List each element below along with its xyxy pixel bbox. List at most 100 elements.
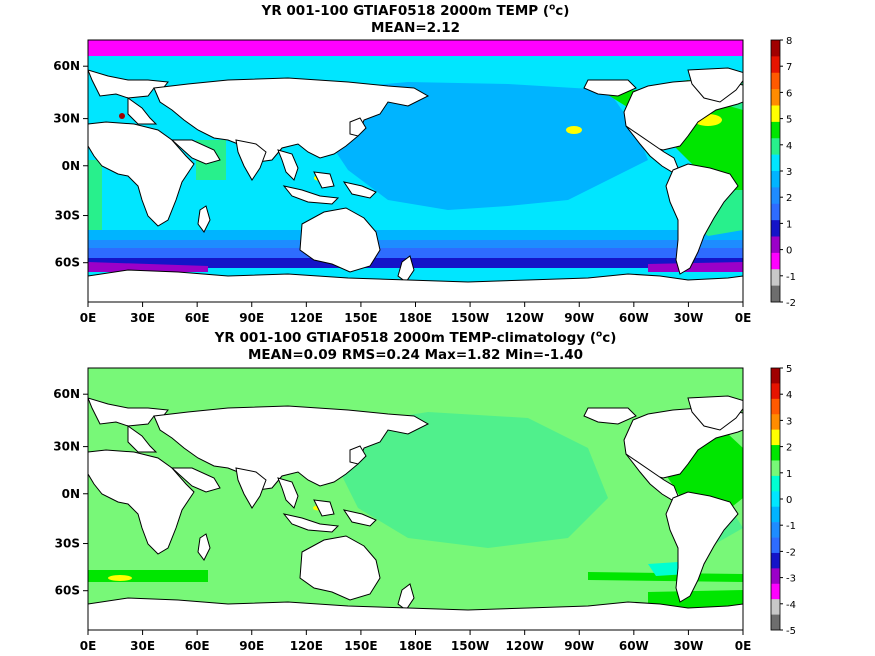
y-tick-label: 60S bbox=[55, 584, 80, 598]
x-tick-label: 120W bbox=[506, 311, 544, 325]
x-tick-label: 30W bbox=[673, 639, 703, 653]
colorbar-segment bbox=[771, 398, 780, 415]
colorbar-segment bbox=[771, 491, 780, 508]
x-tick-label: 180E bbox=[399, 639, 432, 653]
y-tick-label: 60S bbox=[55, 256, 80, 270]
y-tick-label: 30S bbox=[55, 537, 80, 551]
x-tick-label: 60W bbox=[619, 311, 649, 325]
colorbar-segment bbox=[771, 445, 780, 461]
x-tick-label: 30E bbox=[130, 311, 155, 325]
bottom-map-title-text: YR 001-100 GTIAF0518 2000m TEMP-climatol… bbox=[214, 330, 597, 346]
colorbar-segment bbox=[771, 383, 780, 400]
colorbar-label: 3 bbox=[786, 416, 792, 427]
bottom-map-subtitle: MEAN=0.09 RMS=0.24 Max=1.82 Min=-1.40 bbox=[247, 347, 584, 363]
colorbar-segment bbox=[771, 460, 780, 477]
bottom-map-title: YR 001-100 GTIAF0518 2000m TEMP-climatol… bbox=[88, 330, 743, 347]
y-tick-label: 30N bbox=[53, 112, 80, 126]
colorbar-label: 1 bbox=[786, 469, 792, 480]
colorbar-label: 0 bbox=[786, 495, 792, 506]
x-tick-label: 60E bbox=[185, 311, 210, 325]
x-tick-label: 30E bbox=[130, 639, 155, 653]
colorbar-segment bbox=[771, 121, 780, 139]
y-tick-label: 30N bbox=[53, 440, 80, 454]
bottom-map-field bbox=[88, 368, 743, 630]
colorbar-segment bbox=[771, 220, 780, 237]
top-map-title-unit: c) bbox=[555, 3, 570, 19]
colorbar-label: 3 bbox=[786, 167, 792, 178]
colorbars: 8 7 6 5 4 3 2 1 0 -1 -2 5 4 3 2 1 0 -1 -2 -3 -4 -5 bbox=[770, 36, 796, 637]
colorbar-segment bbox=[771, 89, 780, 106]
colorbar-label: 2 bbox=[786, 193, 792, 204]
x-tick-label: 120E bbox=[290, 639, 323, 653]
x-tick-label: 90W bbox=[564, 639, 594, 653]
x-tick-label: 150E bbox=[344, 639, 377, 653]
colorbar-segment bbox=[771, 203, 780, 221]
colorbar-label: 5 bbox=[786, 364, 792, 375]
x-tick-label: 60W bbox=[619, 639, 649, 653]
top-map-title-degree: o bbox=[549, 2, 556, 13]
x-tick-label: 60E bbox=[185, 639, 210, 653]
colorbar-label: -4 bbox=[786, 600, 796, 611]
top-map-title-text: YR 001-100 GTIAF0518 2000m TEMP ( bbox=[261, 3, 550, 19]
colorbar-segment bbox=[771, 252, 780, 270]
bottom-map-title-degree: o bbox=[596, 329, 603, 340]
colorbar-segment bbox=[771, 368, 780, 384]
x-tick-label: 180E bbox=[399, 311, 432, 325]
top-map-field bbox=[88, 40, 743, 302]
colorbar-label: 4 bbox=[786, 141, 792, 152]
x-tick-label: 90E bbox=[239, 311, 264, 325]
top-map bbox=[87, 39, 744, 303]
x-tick-label: 150W bbox=[451, 311, 489, 325]
colorbar-segment bbox=[771, 568, 780, 585]
colorbar-label: 4 bbox=[786, 390, 792, 401]
colorbar-segment bbox=[771, 414, 780, 430]
x-tick-label: 0E bbox=[80, 311, 97, 325]
x-tick-label: 30W bbox=[673, 311, 703, 325]
x-tick-label: 0E bbox=[80, 639, 97, 653]
colorbar-segment bbox=[771, 56, 780, 74]
colorbar-label: -1 bbox=[786, 272, 796, 283]
y-tick-label: 0N bbox=[62, 159, 80, 173]
colorbar-segment bbox=[771, 429, 780, 446]
colorbar-label: 7 bbox=[786, 62, 792, 73]
colorbar-segment bbox=[771, 236, 780, 254]
colorbar-segment bbox=[771, 138, 780, 155]
colorbar-segment bbox=[771, 72, 780, 90]
bottom-map-title-unit: c) bbox=[602, 330, 617, 346]
colorbar-segment bbox=[771, 522, 780, 538]
colorbar-label: 6 bbox=[786, 88, 792, 99]
top-map-title: YR 001-100 GTIAF0518 2000m TEMP (oc) bbox=[88, 3, 743, 20]
x-tick-label: 120W bbox=[506, 639, 544, 653]
x-tick-label: 150E bbox=[344, 311, 377, 325]
colorbar-segment bbox=[771, 583, 780, 600]
colorbar-segment bbox=[771, 537, 780, 554]
colorbar-segment bbox=[771, 614, 780, 631]
colorbar-label: 2 bbox=[786, 443, 792, 454]
colorbar-segment bbox=[771, 269, 780, 286]
y-tick-label: 60N bbox=[53, 387, 80, 401]
colorbar-segment bbox=[771, 599, 780, 615]
y-tick-label: 0N bbox=[62, 487, 80, 501]
y-tick-label: 60N bbox=[53, 59, 80, 73]
colorbar-label: 8 bbox=[786, 36, 792, 47]
colorbar-label: -2 bbox=[786, 298, 796, 309]
colorbar-label: 1 bbox=[786, 219, 792, 230]
colorbar-segment bbox=[771, 475, 780, 492]
colorbar-segment bbox=[771, 154, 780, 172]
colorbar-label: -1 bbox=[786, 521, 796, 532]
x-tick-label: 90W bbox=[564, 311, 594, 325]
colorbar-segment bbox=[771, 40, 780, 57]
colorbar-segment bbox=[771, 171, 780, 188]
x-tick-label: 0E bbox=[735, 311, 752, 325]
colorbar-segment bbox=[771, 105, 780, 123]
x-tick-label: 120E bbox=[290, 311, 323, 325]
x-tick-label: 90E bbox=[239, 639, 264, 653]
x-tick-label: 150W bbox=[451, 639, 489, 653]
y-tick-label: 30S bbox=[55, 209, 80, 223]
x-tick-label: 0E bbox=[735, 639, 752, 653]
colorbar-label: -5 bbox=[786, 626, 796, 637]
map-axes: 0E 30E 60E 90E 120E 150E 180E 150W 120W 90W 60W 30W… bbox=[53, 59, 751, 653]
top-map-subtitle: MEAN=2.12 bbox=[370, 20, 461, 36]
colorbar-segment bbox=[771, 187, 780, 205]
